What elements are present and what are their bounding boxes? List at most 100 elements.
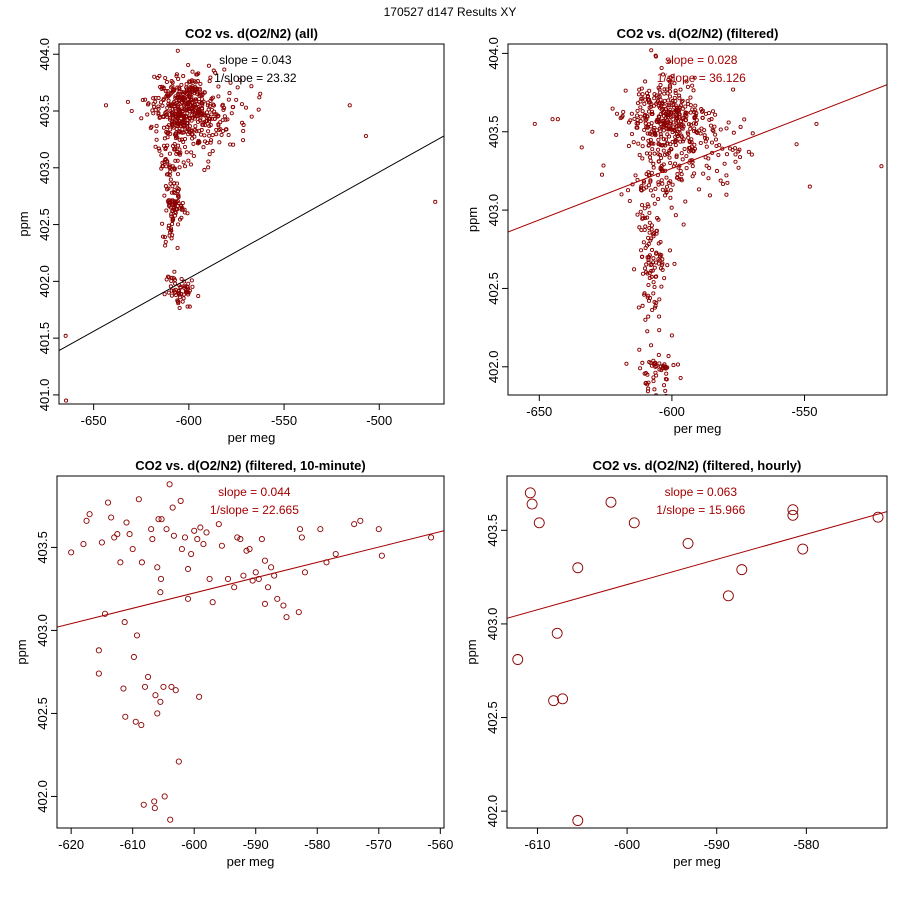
data-point bbox=[173, 96, 178, 101]
data-point bbox=[652, 299, 657, 305]
data-point bbox=[204, 110, 210, 115]
data-point bbox=[194, 536, 201, 543]
data-point bbox=[707, 165, 712, 171]
data-point bbox=[644, 124, 649, 129]
data-point bbox=[643, 224, 648, 229]
data-point bbox=[257, 95, 262, 100]
x-tick-label: -550 bbox=[792, 404, 818, 419]
data-point bbox=[655, 215, 660, 221]
data-point bbox=[169, 212, 174, 217]
data-point bbox=[98, 539, 105, 546]
data-point bbox=[675, 105, 680, 110]
data-point bbox=[645, 202, 650, 207]
data-point bbox=[241, 138, 246, 143]
data-point bbox=[209, 112, 214, 117]
data-point bbox=[241, 128, 246, 133]
data-point bbox=[679, 99, 684, 104]
data-point bbox=[133, 632, 141, 639]
data-point bbox=[138, 722, 145, 729]
data-point bbox=[692, 142, 697, 147]
data-point bbox=[152, 104, 157, 109]
data-point bbox=[126, 531, 133, 538]
data-point bbox=[261, 600, 269, 607]
data-point bbox=[213, 70, 218, 75]
data-point bbox=[640, 136, 646, 141]
data-point bbox=[167, 164, 172, 170]
data-point bbox=[680, 139, 685, 144]
data-point bbox=[187, 304, 192, 309]
data-point bbox=[679, 118, 684, 123]
data-point bbox=[169, 104, 174, 109]
data-point bbox=[202, 167, 207, 173]
data-point bbox=[662, 98, 667, 103]
data-point bbox=[668, 188, 673, 193]
data-point bbox=[635, 117, 640, 123]
data-point bbox=[180, 207, 185, 212]
data-point bbox=[218, 127, 223, 132]
data-point bbox=[664, 371, 669, 376]
data-point bbox=[205, 140, 210, 145]
data-point bbox=[188, 162, 194, 167]
y-tick-label: 403.0 bbox=[35, 614, 50, 647]
data-point bbox=[185, 125, 190, 130]
data-point bbox=[658, 167, 663, 172]
data-point bbox=[684, 79, 689, 84]
data-point bbox=[220, 103, 225, 108]
data-point bbox=[175, 135, 180, 140]
data-point bbox=[625, 188, 631, 193]
data-point bbox=[200, 541, 207, 548]
x-tick-label: -610 bbox=[120, 837, 146, 852]
data-point bbox=[163, 89, 168, 94]
data-point bbox=[167, 202, 172, 207]
data-point bbox=[264, 584, 272, 591]
data-point bbox=[654, 119, 659, 124]
plot-area bbox=[56, 475, 445, 829]
data-point bbox=[175, 245, 180, 250]
data-point bbox=[645, 329, 650, 334]
data-point bbox=[122, 713, 129, 720]
data-point bbox=[652, 265, 657, 270]
y-tick-label: 404.0 bbox=[486, 37, 501, 70]
data-point bbox=[678, 168, 683, 173]
data-point bbox=[166, 223, 171, 228]
data-point bbox=[138, 559, 145, 566]
data-point bbox=[156, 146, 161, 151]
data-point bbox=[164, 208, 169, 213]
data-point bbox=[684, 154, 689, 159]
data-point bbox=[797, 543, 809, 555]
data-point bbox=[642, 227, 647, 233]
data-point bbox=[240, 572, 247, 579]
data-point bbox=[688, 103, 693, 108]
data-point bbox=[156, 110, 161, 116]
data-point bbox=[668, 85, 673, 90]
data-point bbox=[177, 306, 182, 311]
data-point bbox=[651, 260, 656, 265]
data-point bbox=[668, 119, 673, 124]
data-point bbox=[181, 296, 186, 301]
data-point bbox=[145, 102, 151, 107]
data-point bbox=[198, 92, 203, 97]
data-point bbox=[235, 85, 240, 90]
data-point bbox=[182, 116, 187, 121]
data-point bbox=[181, 534, 189, 541]
data-point bbox=[724, 192, 729, 197]
y-tick-label: 402.0 bbox=[486, 351, 501, 384]
y-tick-label: 402.5 bbox=[485, 701, 500, 734]
data-point bbox=[660, 181, 665, 186]
data-point bbox=[180, 200, 185, 206]
data-point bbox=[172, 166, 177, 171]
data-point bbox=[214, 127, 219, 132]
data-point bbox=[173, 287, 178, 292]
data-point bbox=[246, 546, 253, 553]
data-point bbox=[645, 124, 650, 129]
data-point bbox=[173, 111, 178, 116]
data-point bbox=[533, 517, 545, 529]
data-point bbox=[175, 85, 180, 90]
data-point bbox=[690, 83, 695, 88]
data-point bbox=[653, 364, 658, 369]
data-point bbox=[667, 59, 672, 64]
data-point bbox=[181, 139, 186, 145]
data-point bbox=[170, 123, 175, 128]
data-point bbox=[172, 132, 178, 137]
data-point bbox=[662, 87, 667, 92]
